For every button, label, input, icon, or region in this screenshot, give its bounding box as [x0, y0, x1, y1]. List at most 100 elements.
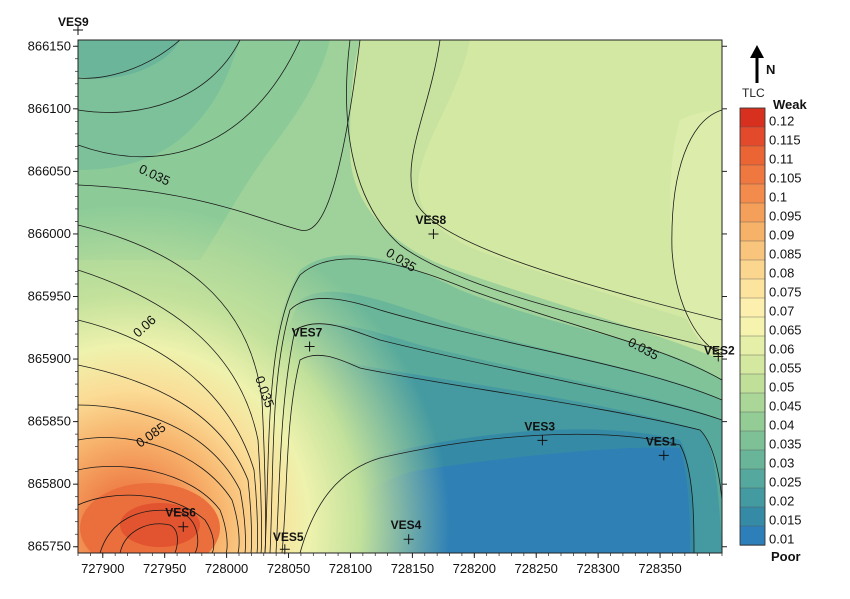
- legend-bottom-label: Poor: [771, 549, 801, 564]
- legend-swatch: [739, 411, 766, 432]
- legend-swatch: [739, 183, 766, 204]
- x-tick-label: 728100: [329, 561, 372, 576]
- well-ves7[interactable]: VES7: [292, 326, 323, 352]
- legend-swatch: [739, 145, 766, 166]
- well-markers: VES1 VES2 VES3 VES4 VES5 VES6 VES7 VES8 VES9: [58, 15, 735, 555]
- well-ves2[interactable]: VES2: [704, 344, 735, 362]
- y-tick-label: 866150: [28, 38, 71, 53]
- y-tick-label: 865750: [28, 539, 71, 554]
- legend-level-label: 0.085: [769, 247, 802, 262]
- legend-swatch: [739, 430, 766, 451]
- legend-level-label: 0.07: [769, 304, 794, 319]
- legend-variable: TLC: [742, 86, 765, 100]
- legend-level-label: 0.115: [769, 133, 801, 148]
- legend-swatch: [739, 221, 766, 242]
- y-tick-label: 866050: [28, 163, 71, 178]
- well-label: VES3: [524, 419, 555, 433]
- legend-level-label: 0.05: [769, 380, 794, 395]
- north-arrow: N: [750, 45, 775, 83]
- x-tick-label: 727900: [81, 561, 124, 576]
- legend-swatch: [739, 506, 766, 527]
- x-tick-label: 728250: [515, 561, 558, 576]
- legend-level-label: 0.105: [769, 171, 802, 186]
- y-tick-label: 866000: [28, 226, 71, 241]
- color-legend: TLC Weak 0.120.1150.110.1050.10.0950.090…: [739, 86, 807, 564]
- legend-level-label: 0.08: [769, 266, 794, 281]
- y-tick-label: 865800: [28, 476, 71, 491]
- x-tick-label: 727950: [143, 561, 186, 576]
- legend-swatch: [739, 297, 766, 318]
- legend-level-label: 0.04: [769, 418, 794, 433]
- legend-swatch: [739, 164, 766, 185]
- well-marker: [658, 450, 669, 461]
- legend-level-label: 0.025: [769, 475, 802, 490]
- well-marker: [428, 228, 439, 239]
- y-axis: 866150 866100 866050 866000 865950 865900 8658…: [28, 38, 727, 554]
- legend-swatch: [739, 525, 766, 546]
- legend-swatch: [739, 202, 766, 223]
- well-marker: [73, 24, 83, 35]
- well-marker: [403, 534, 414, 545]
- x-tick-label: 728150: [391, 561, 434, 576]
- legend-swatch: [739, 487, 766, 508]
- well-marker: [178, 521, 189, 532]
- legend-swatch: [739, 335, 766, 356]
- well-ves8[interactable]: VES8: [415, 213, 446, 239]
- legend-swatch: [739, 392, 766, 413]
- legend-level-label: 0.12: [769, 114, 794, 129]
- legend-level-label: 0.1: [769, 190, 787, 205]
- legend-level-label: 0.095: [769, 209, 802, 224]
- well-label: VES7: [292, 326, 323, 340]
- well-label: VES8: [415, 213, 446, 227]
- well-label: VES9: [58, 15, 89, 29]
- legend-level-label: 0.02: [769, 494, 794, 509]
- x-tick-label: 728000: [205, 561, 248, 576]
- y-tick-label: 865950: [28, 289, 71, 304]
- legend-swatch: [739, 107, 766, 128]
- legend-level-label: 0.03: [769, 456, 794, 471]
- well-label: VES4: [391, 518, 422, 532]
- contour-fill: [78, 40, 722, 553]
- legend-swatches: [739, 107, 766, 546]
- legend-level-label: 0.055: [769, 361, 802, 376]
- well-ves1[interactable]: VES1: [646, 434, 677, 461]
- x-tick-label: 728300: [576, 561, 619, 576]
- y-tick-label: 866100: [28, 101, 71, 116]
- legend-level-label: 0.065: [769, 323, 802, 338]
- legend-level-label: 0.015: [769, 513, 802, 528]
- legend-swatch: [739, 278, 766, 299]
- well-ves4[interactable]: VES4: [391, 518, 422, 545]
- y-tick-label: 865850: [28, 414, 71, 429]
- legend-level-label: 0.075: [769, 285, 802, 300]
- north-arrow-head: [750, 45, 764, 58]
- legend-top-label: Weak: [773, 97, 807, 112]
- legend-swatch: [739, 316, 766, 337]
- well-marker: [304, 341, 315, 352]
- legend-swatch: [739, 354, 766, 375]
- well-label: VES2: [704, 344, 735, 358]
- north-label: N: [766, 62, 775, 77]
- well-label: VES6: [165, 506, 196, 520]
- well-ves3[interactable]: VES3: [524, 419, 555, 446]
- well-marker: [537, 435, 548, 446]
- x-axis: 727900 727950 728000 728050 728100 728150 7282…: [77, 553, 723, 576]
- legend-swatch: [739, 373, 766, 394]
- y-tick-label: 865900: [28, 351, 71, 366]
- legend-level-label: 0.01: [769, 532, 794, 547]
- well-label: VES5: [273, 530, 304, 544]
- legend-swatch: [739, 126, 766, 147]
- legend-swatch: [739, 449, 766, 470]
- well-ves9[interactable]: VES9: [58, 15, 89, 35]
- legend-level-label: 0.045: [769, 399, 802, 414]
- well-ves6[interactable]: VES6: [165, 506, 196, 532]
- contour-lines: [78, 40, 722, 553]
- legend-level-label: 0.035: [769, 437, 802, 452]
- x-tick-label: 728050: [267, 561, 310, 576]
- legend-labels: 0.12 0.115 0.11 0.105 0.1 0.095 0.09 0.085 0.08 0…: [769, 114, 802, 547]
- legend-level-label: 0.06: [769, 342, 794, 357]
- legend-swatch: [739, 259, 766, 280]
- legend-level-label: 0.11: [769, 152, 793, 167]
- legend-swatch: [739, 468, 766, 489]
- legend-level-label: 0.09: [769, 228, 794, 243]
